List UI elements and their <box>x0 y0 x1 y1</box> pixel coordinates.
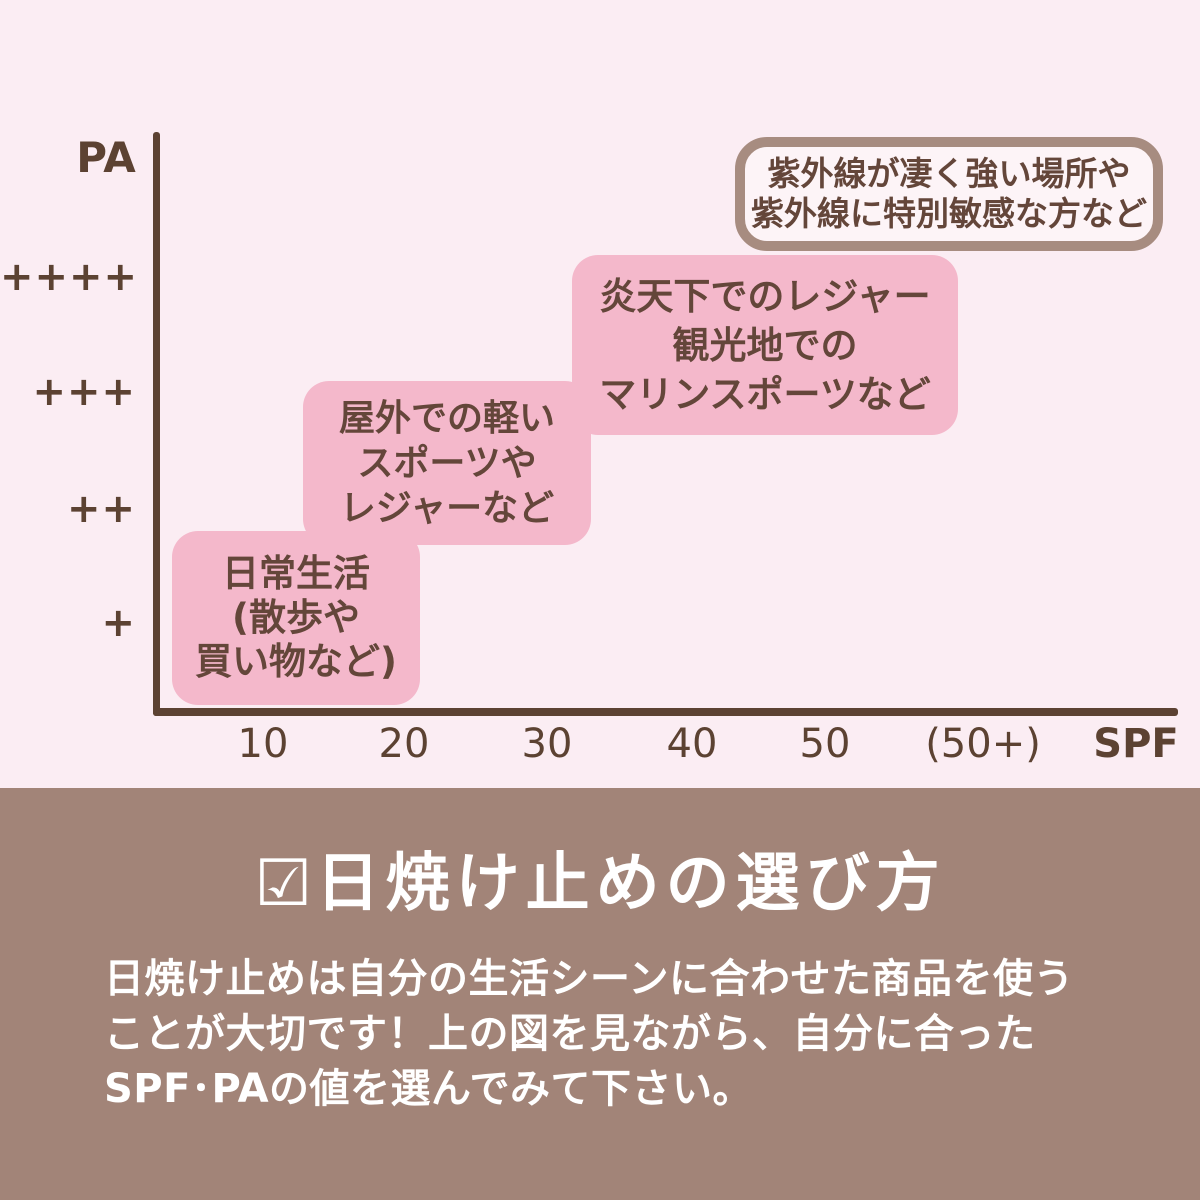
scenario-line: 観光地での <box>672 323 858 367</box>
caption-line: ことが大切です！上の図を見ながら、自分に合った <box>104 1010 1036 1057</box>
checkbox-icon: ☑ <box>254 847 312 921</box>
caption-body: 日焼け止めは自分の生活シーンに合わせた商品を使う ことが大切です！上の図を見なが… <box>104 952 1096 1117</box>
spf-axis-label: SPF <box>1093 721 1179 767</box>
scenario-line: (散歩や <box>232 596 360 639</box>
scenario-line: 炎天下でのレジャー <box>599 274 931 318</box>
x-axis-line <box>153 708 1178 716</box>
x-tick-40: 40 <box>666 721 718 767</box>
x-tick-20: 20 <box>378 721 430 767</box>
scenario-line: スポーツや <box>357 442 537 484</box>
x-tick-50plus: (50+) <box>925 721 1041 767</box>
spf-pa-chart: PA ++++ +++ ++ + 10 20 30 40 50 (50+) SP… <box>0 0 1200 788</box>
x-tick-10: 10 <box>237 721 289 767</box>
section-title-text: 日焼け止めの選び方 <box>315 847 946 921</box>
scenario-line: レジャーなど <box>339 487 555 529</box>
scenario-line: マリンスポーツなど <box>599 372 931 416</box>
scenario-line: 買い物など) <box>195 640 397 683</box>
scenario-box-blazing-sun-leisure: 炎天下でのレジャー 観光地での マリンスポーツなど <box>572 255 958 435</box>
scenario-box-daily-life: 日常生活 (散歩や 買い物など) <box>172 531 420 705</box>
scenario-line: 日常生活 <box>222 552 370 595</box>
scenario-line: 紫外線に特別敏感な方など <box>751 194 1147 233</box>
scenario-callout-extreme-uv: 紫外線が凄く強い場所や 紫外線に特別敏感な方など <box>735 137 1163 251</box>
caption-panel: ☑ 日焼け止めの選び方 日焼け止めは自分の生活シーンに合わせた商品を使う ことが… <box>0 788 1200 1200</box>
y-tick-pa3: +++ <box>32 369 136 415</box>
y-axis-line <box>153 132 160 716</box>
y-tick-pa4: ++++ <box>0 254 139 300</box>
x-tick-30: 30 <box>521 721 573 767</box>
y-tick-pa2: ++ <box>66 486 136 532</box>
scenario-line: 屋外での軽い <box>338 397 555 439</box>
section-title: ☑ 日焼け止めの選び方 <box>0 788 1200 922</box>
pa-axis-label: PA <box>76 133 136 182</box>
x-tick-50: 50 <box>799 721 851 767</box>
scenario-line: 紫外線が凄く強い場所や <box>767 154 1131 193</box>
scenario-box-light-outdoor: 屋外での軽い スポーツや レジャーなど <box>303 381 591 545</box>
y-tick-pa1: + <box>101 600 136 646</box>
caption-line: 日焼け止めは自分の生活シーンに合わせた商品を使う <box>104 955 1074 1002</box>
caption-line: SPF･PAの値を選んでみて下さい。 <box>104 1065 754 1112</box>
